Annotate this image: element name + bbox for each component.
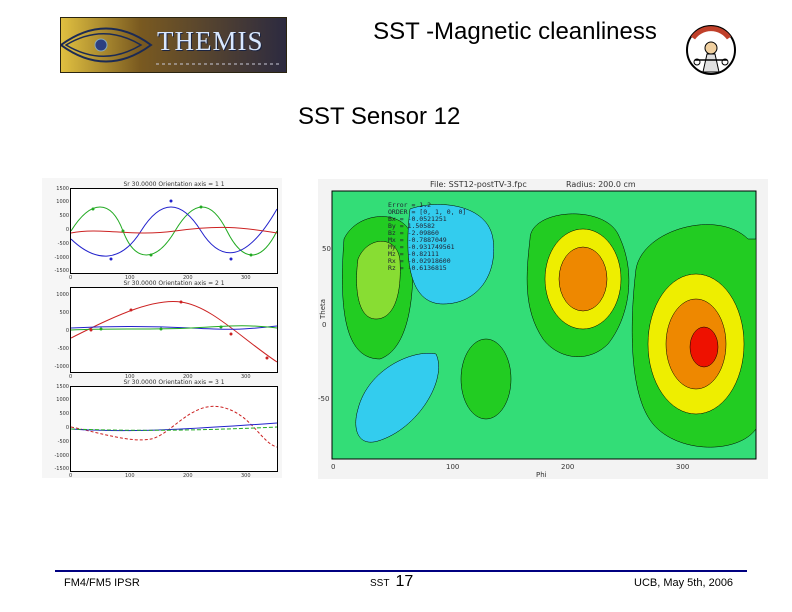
legend-line: Bx = -0.0521251 bbox=[388, 215, 447, 223]
x-axis-label: Phi bbox=[536, 471, 547, 479]
y-tick: 500 bbox=[59, 310, 69, 316]
footer-divider bbox=[55, 570, 747, 572]
x-tick: 100 bbox=[125, 374, 135, 380]
y-tick: -500 bbox=[57, 439, 69, 445]
footer-page: SST 17 bbox=[370, 573, 413, 591]
panel-title: Sr 30.0000 Orientation axis = 2 1 bbox=[123, 280, 225, 287]
y-tick: 0 bbox=[65, 227, 69, 233]
x-tick: 100 bbox=[125, 473, 135, 479]
x-tick: 0 bbox=[331, 463, 335, 471]
file-label: File: SST12-postTV-3.fpc bbox=[430, 180, 527, 189]
y-tick: -500 bbox=[57, 241, 69, 247]
x-tick: 0 bbox=[69, 374, 73, 380]
y-tick: 0 bbox=[65, 425, 69, 431]
panel-2-curves bbox=[70, 300, 278, 363]
magnetosphere-graphic bbox=[61, 18, 286, 72]
legend-line: Mz = -0.82111 bbox=[388, 250, 439, 258]
y-tick: -1000 bbox=[54, 453, 69, 459]
x-tick: 300 bbox=[241, 275, 251, 281]
x-tick: 100 bbox=[125, 275, 135, 281]
footer-left-text: FM4/FM5 IPSR bbox=[64, 577, 140, 589]
x-tick: 200 bbox=[183, 275, 193, 281]
y-tick: -1500 bbox=[54, 268, 69, 274]
legend-line: Error = 1.2 bbox=[388, 201, 431, 209]
x-tick: 100 bbox=[446, 463, 459, 471]
plot-panel-1: Sr 30.0000 Orientation axis = 1 1 1500 1… bbox=[54, 181, 278, 281]
y-axis-label: Theta bbox=[319, 299, 327, 320]
footer-mid-text: SST bbox=[370, 578, 390, 589]
legend-line: Mx = -0.7887049 bbox=[388, 236, 447, 244]
legend-line: Bz = -2.09860 bbox=[388, 229, 439, 237]
x-tick: 200 bbox=[183, 374, 193, 380]
contour-plot: File: SST12-postTV-3.fpc Radius: 200.0 c… bbox=[318, 179, 768, 479]
slide-title: SST -Magnetic cleanliness bbox=[373, 18, 657, 45]
x-tick: 0 bbox=[69, 473, 73, 479]
x-tick: 200 bbox=[561, 463, 574, 471]
contour-field bbox=[331, 190, 757, 460]
panel-title: Sr 30.0000 Orientation axis = 3 1 bbox=[123, 379, 225, 386]
footer-right-text: UCB, May 5th, 2006 bbox=[634, 577, 734, 589]
legend-line: Rx = -0.02918600 bbox=[388, 257, 451, 265]
x-tick: 200 bbox=[183, 473, 193, 479]
contour-map: File: SST12-postTV-3.fpc Radius: 200.0 c… bbox=[318, 180, 757, 479]
y-tick: 500 bbox=[59, 213, 69, 219]
y-tick: 1500 bbox=[56, 186, 69, 192]
fit-legend: Error = 1.2 ORDER = [0, 1, 0, 0] Bx = -0… bbox=[388, 201, 466, 272]
y-tick: 1000 bbox=[56, 397, 69, 403]
plot-panel-3: Sr 30.0000 Orientation axis = 3 1 1500 1… bbox=[54, 379, 278, 479]
y-tick: -1000 bbox=[54, 255, 69, 261]
page-number: 17 bbox=[395, 573, 414, 590]
panel-3-curves bbox=[70, 405, 278, 448]
y-tick: 50 bbox=[322, 245, 331, 253]
themis-logo: THEMIS bbox=[60, 17, 287, 73]
panel-title: Sr 30.0000 Orientation axis = 1 1 bbox=[123, 181, 225, 188]
logo-text: THEMIS bbox=[157, 26, 264, 56]
y-tick: -1500 bbox=[54, 466, 69, 472]
y-tick: 1000 bbox=[56, 199, 69, 205]
legend-line: ORDER = [0, 1, 0, 0] bbox=[388, 208, 466, 216]
y-tick: 0 bbox=[65, 328, 69, 334]
sensor-heading: SST Sensor 12 bbox=[298, 103, 461, 130]
radius-label: Radius: 200.0 cm bbox=[566, 180, 636, 189]
y-tick: 500 bbox=[59, 411, 69, 417]
field-profile-plots: Sr 30.0000 Orientation axis = 1 1 1500 1… bbox=[42, 178, 282, 479]
plot-panel-2: Sr 30.0000 Orientation axis = 2 1 1000 5… bbox=[54, 280, 278, 380]
y-tick: -1000 bbox=[54, 364, 69, 370]
x-tick: 300 bbox=[241, 473, 251, 479]
y-tick: -50 bbox=[318, 395, 329, 403]
y-tick: 1500 bbox=[56, 384, 69, 390]
legend-line: My = -0.931749561 bbox=[388, 243, 455, 251]
themis-mascot-icon bbox=[686, 25, 736, 75]
x-tick: 300 bbox=[676, 463, 689, 471]
x-tick: 300 bbox=[241, 374, 251, 380]
y-tick: 0 bbox=[322, 321, 326, 329]
y-tick: -500 bbox=[57, 346, 69, 352]
legend-line: By = 1.50582 bbox=[388, 222, 435, 230]
y-tick: 1000 bbox=[56, 292, 69, 298]
x-tick: 0 bbox=[69, 275, 73, 281]
panel-1-curves bbox=[70, 199, 278, 261]
legend-line: Rz = -0.6136815 bbox=[388, 264, 447, 272]
